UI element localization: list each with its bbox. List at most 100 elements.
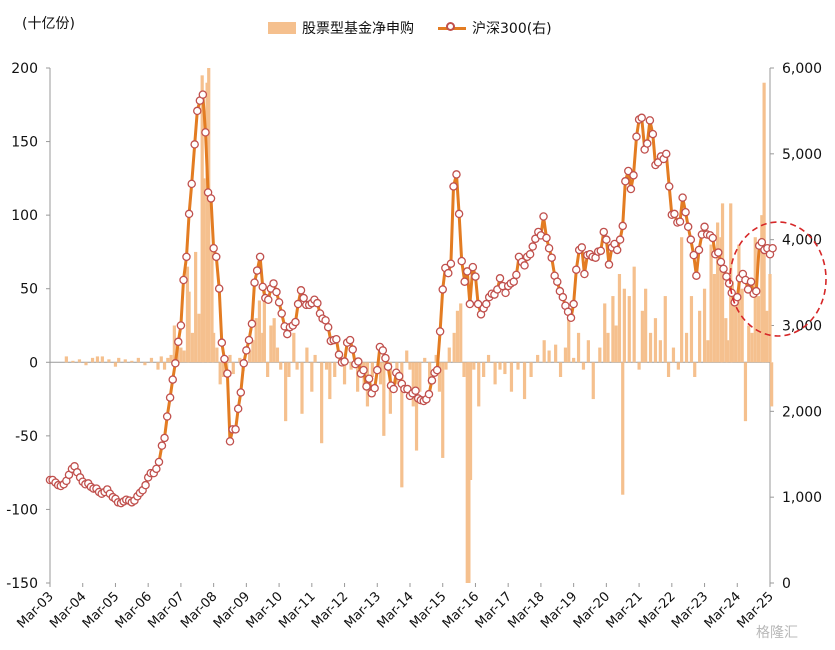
bar (563, 347, 568, 363)
line-marker (632, 132, 641, 141)
bar-series-layer (64, 68, 774, 583)
line-marker (383, 362, 393, 371)
line-marker (689, 250, 698, 260)
line-marker (258, 282, 267, 292)
right-tick-label: 3,000 (782, 319, 822, 335)
line-marker (525, 250, 535, 259)
bar (730, 281, 734, 363)
bar (770, 362, 774, 407)
left-tick-label: 50 (20, 282, 38, 298)
bar (382, 362, 386, 436)
line-marker (184, 209, 194, 219)
bar (477, 362, 481, 407)
line-marker (547, 253, 556, 262)
bar (765, 310, 769, 363)
line-marker (482, 299, 491, 309)
line-marker (449, 182, 458, 191)
bar (753, 237, 757, 363)
bar (522, 362, 527, 400)
bar (768, 274, 772, 363)
line-marker (471, 272, 480, 281)
line-marker (264, 295, 273, 304)
bar (709, 244, 713, 363)
left-tick-label: 200 (11, 61, 38, 77)
line-marker (293, 299, 303, 309)
line-marker (604, 260, 614, 269)
left-tick-label: 100 (11, 208, 38, 224)
line-marker (662, 149, 671, 159)
line-marker (394, 371, 404, 381)
bar (747, 325, 751, 363)
line-marker (359, 365, 368, 375)
bar (411, 362, 415, 407)
line-marker (152, 464, 161, 474)
bar (305, 347, 309, 363)
line-marker (378, 346, 388, 355)
bar (130, 360, 134, 363)
bar (169, 354, 173, 363)
bar (452, 332, 456, 363)
bar (71, 360, 75, 363)
left-axis-unit-label: (十亿份) (22, 16, 75, 32)
line-marker (724, 279, 734, 288)
bar (342, 362, 347, 385)
legend-item-line: 沪深300(右) (438, 18, 552, 38)
bar (113, 362, 118, 367)
bar (622, 288, 626, 363)
line-marker (225, 437, 235, 446)
line-marker (427, 376, 437, 385)
bar (333, 362, 337, 377)
line-marker (340, 357, 349, 366)
bar (693, 362, 697, 377)
line-marker (468, 262, 478, 272)
bar (370, 362, 374, 377)
line-marker (714, 248, 723, 257)
line-marker (615, 235, 625, 244)
bar (261, 332, 265, 363)
bar (762, 82, 766, 363)
line-marker (465, 299, 475, 309)
bar (418, 362, 422, 392)
line-marker (370, 383, 379, 393)
bar (182, 350, 186, 363)
bar (300, 362, 304, 414)
line-marker (160, 433, 169, 443)
bar (725, 340, 730, 363)
bar (313, 354, 317, 363)
line-marker (596, 246, 606, 256)
right-tick-label: 0 (782, 576, 791, 592)
bar (166, 357, 170, 363)
legend-bar-swatch (268, 22, 296, 34)
line-marker (716, 257, 726, 267)
line-marker (373, 365, 382, 375)
bar (509, 362, 514, 392)
line-marker (457, 256, 466, 266)
line-marker (569, 299, 578, 309)
bar (257, 300, 262, 363)
line-marker (332, 334, 341, 344)
line-marker (566, 313, 576, 323)
line-marker (141, 480, 150, 490)
bar (428, 362, 432, 385)
line-marker (299, 293, 308, 303)
bar (680, 237, 684, 363)
line-marker (362, 382, 371, 391)
bar (95, 356, 100, 363)
bar (666, 362, 671, 377)
line-marker (165, 393, 175, 402)
bar (724, 318, 728, 363)
bar (423, 357, 427, 363)
line-marker (629, 171, 638, 180)
bar (465, 362, 469, 583)
line-marker (220, 354, 229, 364)
line-marker (435, 327, 445, 336)
bar (90, 357, 95, 363)
line-marker (643, 139, 652, 148)
line-marker (495, 274, 505, 283)
bar (716, 222, 720, 363)
bar (684, 332, 689, 363)
bar (743, 362, 748, 422)
line-marker (313, 298, 322, 308)
bar (64, 356, 68, 363)
bar (603, 303, 607, 363)
